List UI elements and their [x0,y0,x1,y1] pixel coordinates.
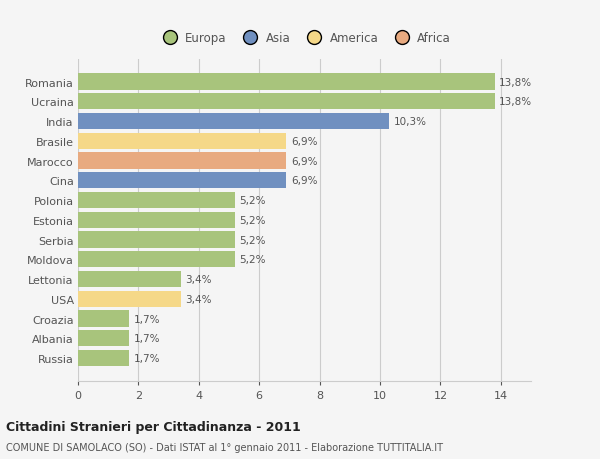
Text: 5,2%: 5,2% [239,215,266,225]
Text: 1,7%: 1,7% [134,353,160,363]
Bar [78,192,235,209]
Bar [78,271,181,287]
Bar [78,291,181,307]
Bar [78,173,286,189]
Bar [78,330,130,347]
Bar [78,114,389,130]
Bar [78,134,286,150]
Bar [78,350,130,366]
Text: 13,8%: 13,8% [499,97,532,107]
Text: 1,7%: 1,7% [134,334,160,344]
Bar [78,311,130,327]
Text: 5,2%: 5,2% [239,235,266,245]
Bar [78,212,235,229]
Text: 5,2%: 5,2% [239,255,266,265]
Text: 6,9%: 6,9% [291,176,317,186]
Text: 3,4%: 3,4% [185,274,212,285]
Bar [78,252,235,268]
Bar [78,94,495,110]
Bar [78,153,286,169]
Text: 13,8%: 13,8% [499,78,532,87]
Text: 6,9%: 6,9% [291,136,317,146]
Text: 6,9%: 6,9% [291,156,317,166]
Text: 1,7%: 1,7% [134,314,160,324]
Text: 5,2%: 5,2% [239,196,266,206]
Text: Cittadini Stranieri per Cittadinanza - 2011: Cittadini Stranieri per Cittadinanza - 2… [6,420,301,433]
Text: 3,4%: 3,4% [185,294,212,304]
Bar [78,232,235,248]
Legend: Europa, Asia, America, Africa: Europa, Asia, America, Africa [154,27,455,50]
Text: COMUNE DI SAMOLACO (SO) - Dati ISTAT al 1° gennaio 2011 - Elaborazione TUTTITALI: COMUNE DI SAMOLACO (SO) - Dati ISTAT al … [6,442,443,452]
Bar [78,74,495,90]
Text: 10,3%: 10,3% [394,117,427,127]
